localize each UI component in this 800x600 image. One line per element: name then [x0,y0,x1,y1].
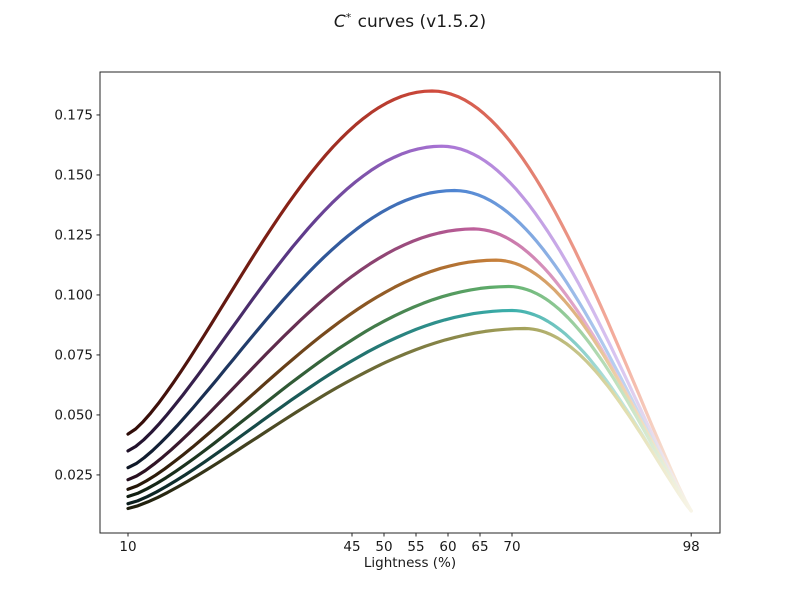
y-tick-label: 0.100 [54,287,93,303]
x-axis-label: Lightness (%) [363,555,457,571]
curve-green [126,284,693,513]
x-tick-label: 60 [439,539,456,555]
chart-title: C* curves (v1.5.2) [20,11,800,32]
title-superscript-star: * [345,11,353,24]
y-tick-label: 0.050 [54,407,93,423]
y-tick-label: 0.025 [54,467,93,483]
title-math-c: C [333,12,346,32]
axes-spines [99,71,721,534]
curve-olive [126,326,693,513]
y-tick-label: 0.175 [54,107,93,123]
x-tick-label: 70 [503,539,520,555]
curve-blue [126,188,693,513]
x-tick-label: 10 [119,539,136,555]
y-tick-label: 0.125 [54,227,93,243]
y-tick-label: 0.150 [54,167,93,183]
x-tick-label: 50 [375,539,392,555]
x-tick-label: 98 [683,539,700,555]
title-text: curves (v1.5.2) [352,12,487,32]
curve-purple [126,144,693,513]
x-tick-label: 55 [407,539,424,555]
curve-red [126,89,693,513]
y-tick-label: 0.075 [54,347,93,363]
x-axis: 10 45 50 55 60 65 70 98 [119,533,700,555]
curve-orange [126,258,693,513]
y-axis: 0.025 0.050 0.075 0.100 0.125 0.150 0.175 [54,107,100,483]
x-tick-label: 45 [343,539,360,555]
x-tick-label: 65 [471,539,488,555]
